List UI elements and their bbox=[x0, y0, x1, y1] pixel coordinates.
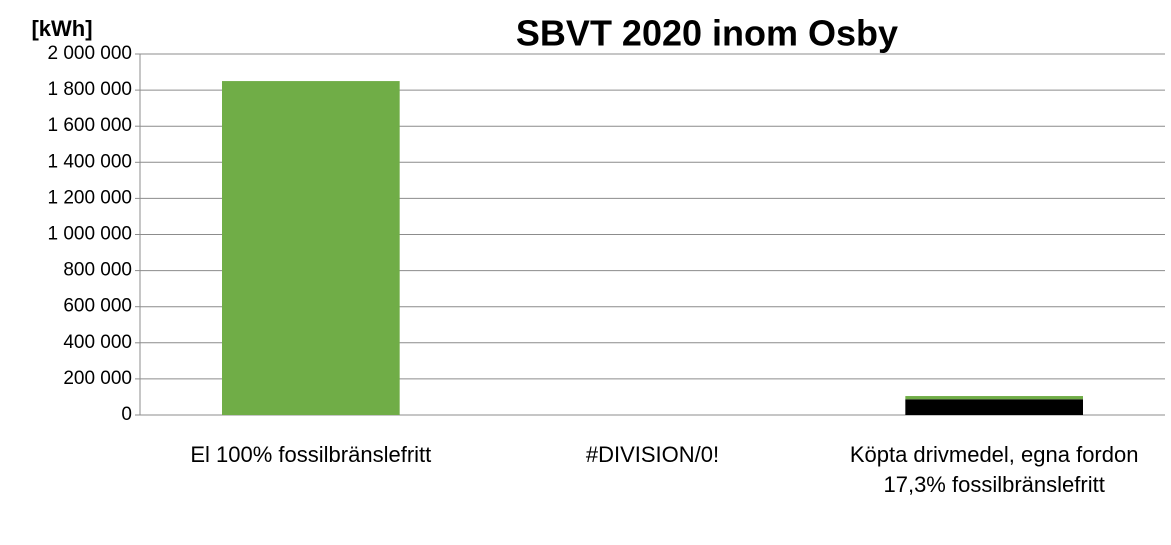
bar-segment bbox=[905, 399, 1083, 415]
y-tick-label: 1 400 000 bbox=[47, 151, 132, 172]
y-tick-label: 2 000 000 bbox=[47, 43, 132, 64]
y-tick-label: 1 600 000 bbox=[47, 115, 132, 136]
y-tick-label: 1 000 000 bbox=[47, 224, 132, 245]
bar-segment bbox=[222, 81, 400, 415]
bar-segment bbox=[905, 396, 1083, 400]
y-axis-label: [kWh] bbox=[31, 16, 92, 41]
y-tick-label: 200 000 bbox=[63, 368, 132, 389]
y-tick-label: 400 000 bbox=[63, 332, 132, 353]
x-tick-label: Köpta drivmedel, egna fordon 17,3% fossi… bbox=[849, 442, 1139, 497]
y-tick-label: 800 000 bbox=[63, 260, 132, 281]
chart-title: SBVT 2020 inom Osby bbox=[516, 13, 898, 54]
y-tick-label: 0 bbox=[121, 404, 132, 425]
y-tick-label: 1 800 000 bbox=[47, 79, 132, 100]
x-tick-label: El 100% fossilbränslefritt bbox=[190, 442, 432, 467]
y-tick-label: 1 200 000 bbox=[47, 187, 132, 208]
y-tick-label: 600 000 bbox=[63, 296, 132, 317]
x-tick-label: #DIVISION/0! bbox=[585, 442, 720, 467]
